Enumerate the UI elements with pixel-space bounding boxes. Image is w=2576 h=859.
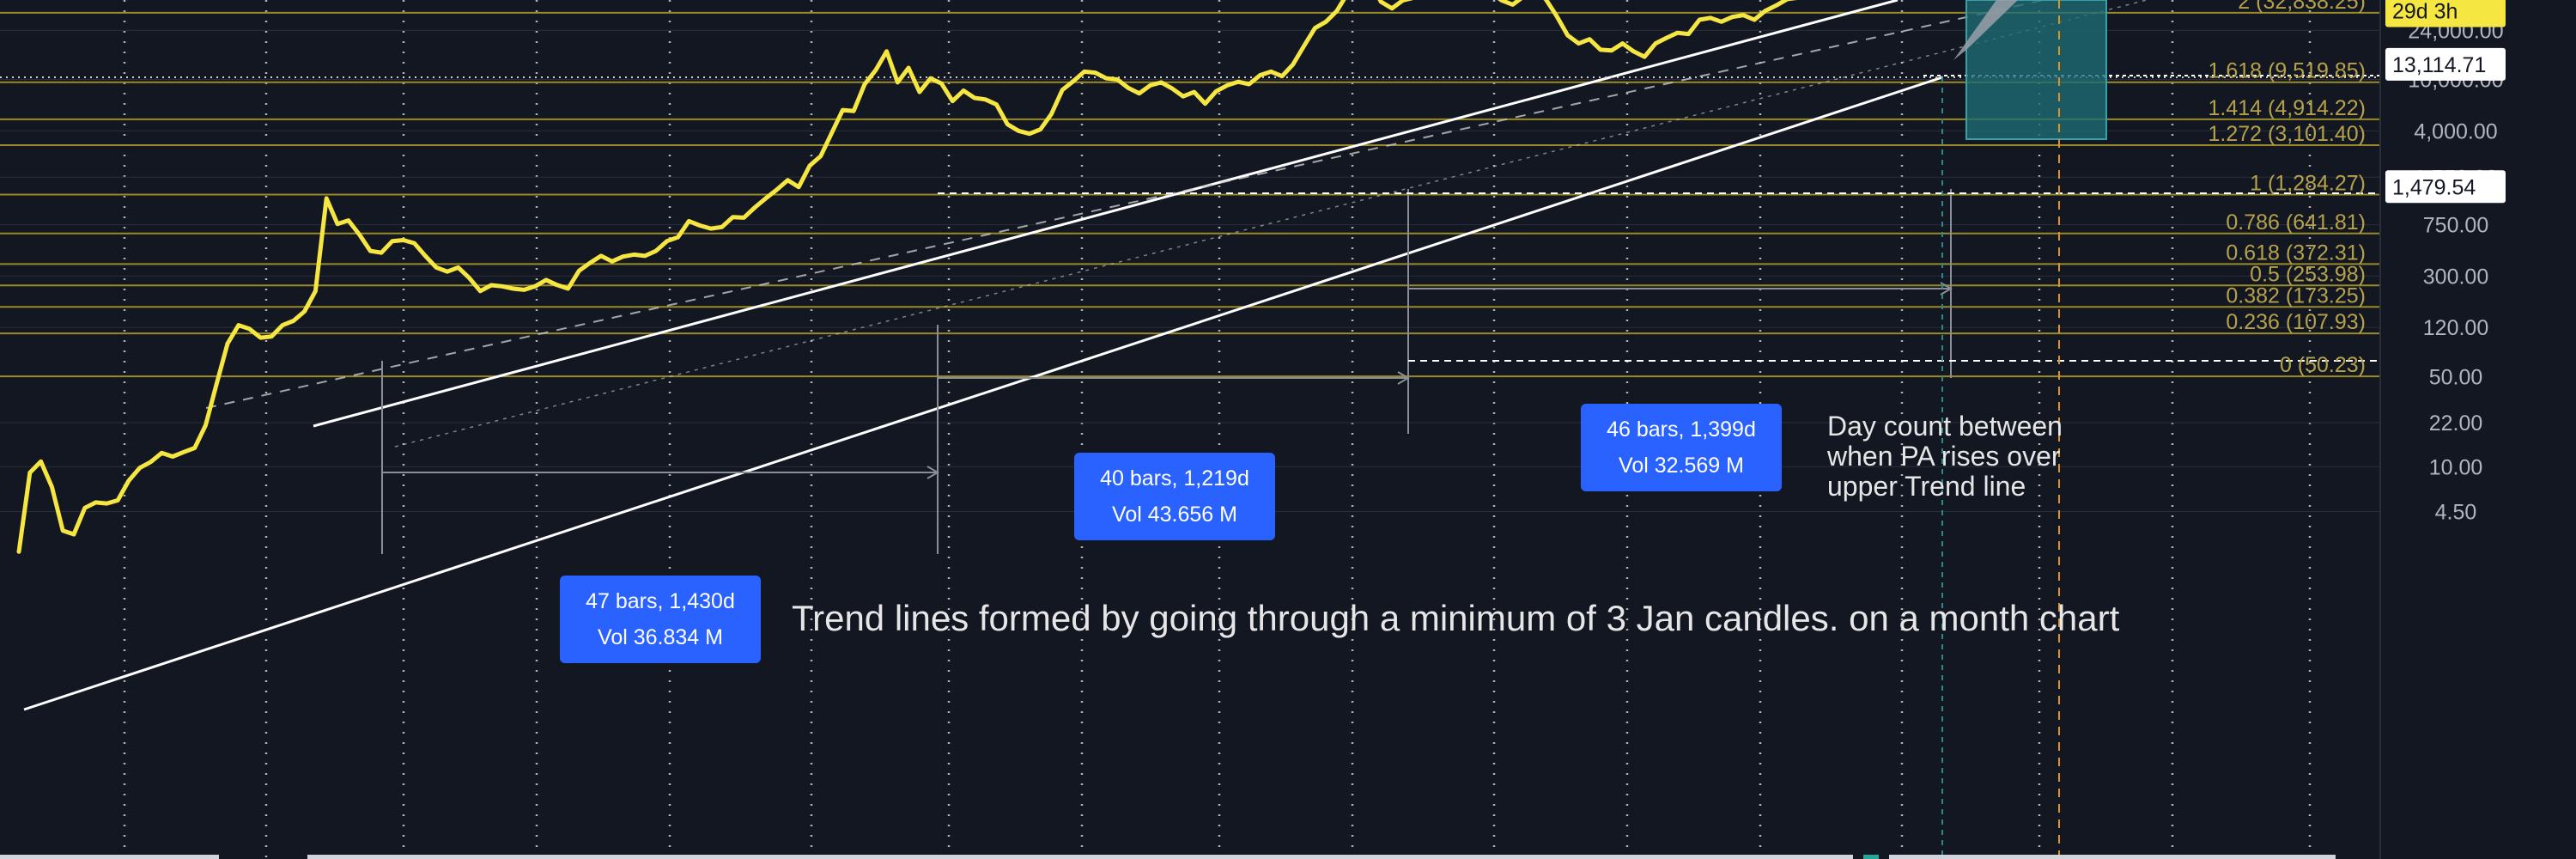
outer-dashed-trend-line — [205, 0, 2044, 409]
fib-level-label: 0.236 (107.93) — [2226, 310, 2366, 334]
y-tick-label: 4,000.00 — [2414, 119, 2497, 143]
fib-level-label: 0.382 (173.25) — [2226, 283, 2366, 308]
fib-level-label: 1.414 (4,914.22) — [2208, 96, 2366, 120]
measure-box — [1581, 404, 1782, 491]
series-line-price — [16, 0, 1797, 554]
annotation-text: Day count between — [1827, 411, 2063, 442]
y-tick-label: 50.00 — [2429, 365, 2483, 389]
y-tick-label: 4.50 — [2435, 501, 2477, 525]
measure-box-bars: 40 bars, 1,219d — [1100, 466, 1249, 490]
measure-box — [1074, 453, 1275, 540]
fib-level-label: 0 (50.23) — [2280, 353, 2366, 377]
price-tag — [2385, 170, 2506, 204]
projection-arrow — [1953, 0, 2018, 60]
measure-arrowhead-0 — [927, 466, 939, 479]
upper-trend-line — [313, 0, 1899, 428]
inner-dotted-trend-line — [394, 0, 2148, 448]
measure-arrowhead-1 — [1397, 371, 1410, 385]
price-tag-countdown: 29d 3h — [2392, 0, 2458, 23]
y-tick-label: 300.00 — [2423, 265, 2488, 289]
lower-trend-line — [23, 76, 1943, 711]
y-tick-label: 22.00 — [2429, 411, 2483, 436]
price-tag — [2385, 47, 2506, 81]
fib-level-label: 1 (1,284.27) — [2250, 172, 2366, 196]
fib-level-label: 0.5 (253.98) — [2250, 262, 2366, 286]
fib-level-label: 1.618 (9,519.85) — [2208, 59, 2366, 83]
measure-box-bars: 46 bars, 1,399d — [1607, 417, 1756, 442]
trend-lines — [23, 0, 2148, 711]
price-tags: 62,321.5558,258.4329d 3h13,114.711,479.5… — [2385, 0, 2506, 204]
y-tick-label: 120.00 — [2423, 316, 2488, 340]
y-tick-label: 750.00 — [2423, 214, 2488, 238]
fib-level-label: 2 (32,838.25) — [2238, 0, 2366, 14]
measure-box-bars: 47 bars, 1,430d — [586, 589, 735, 613]
measure-box-vol: Vol 43.656 M — [1112, 503, 1237, 527]
price-tag-label: 1,479.54 — [2392, 175, 2476, 199]
y-tick-label: 10.00 — [2429, 455, 2483, 479]
annotation-text: when PA rises over — [1826, 441, 2061, 472]
annotations: Trend lines formed by going through a mi… — [792, 411, 2120, 638]
fib-level-labels: 2.414 (125,034.28)2.272 (79,301.36)2 (32… — [2208, 0, 2366, 377]
measure-boxes: 47 bars, 1,430d Vol 36.834 M 40 bars, 1,21… — [560, 404, 1782, 663]
fib-level-label: 1.272 (3,101.40) — [2208, 122, 2366, 146]
price-tag — [2385, 0, 2506, 27]
price-axis[interactable] — [2380, 0, 2576, 859]
measure-arrowhead-2 — [1940, 282, 1953, 295]
fib-level-label: 0.618 (372.31) — [2226, 241, 2366, 265]
price-tag-label: 13,114.71 — [2392, 53, 2486, 77]
measure-box-vol: Vol 32.569 M — [1619, 454, 1744, 478]
bottom-scrollbar[interactable] — [0, 855, 2336, 859]
annotation-text: Trend lines formed by going through a mi… — [792, 598, 2120, 638]
annotation-text: upper Trend line — [1827, 471, 2026, 502]
measure-box-vol: Vol 36.834 M — [598, 625, 723, 649]
fib-level-label: 0.786 (641.81) — [2226, 210, 2366, 235]
measure-box — [560, 576, 761, 663]
chart-grid — [0, 0, 2380, 859]
